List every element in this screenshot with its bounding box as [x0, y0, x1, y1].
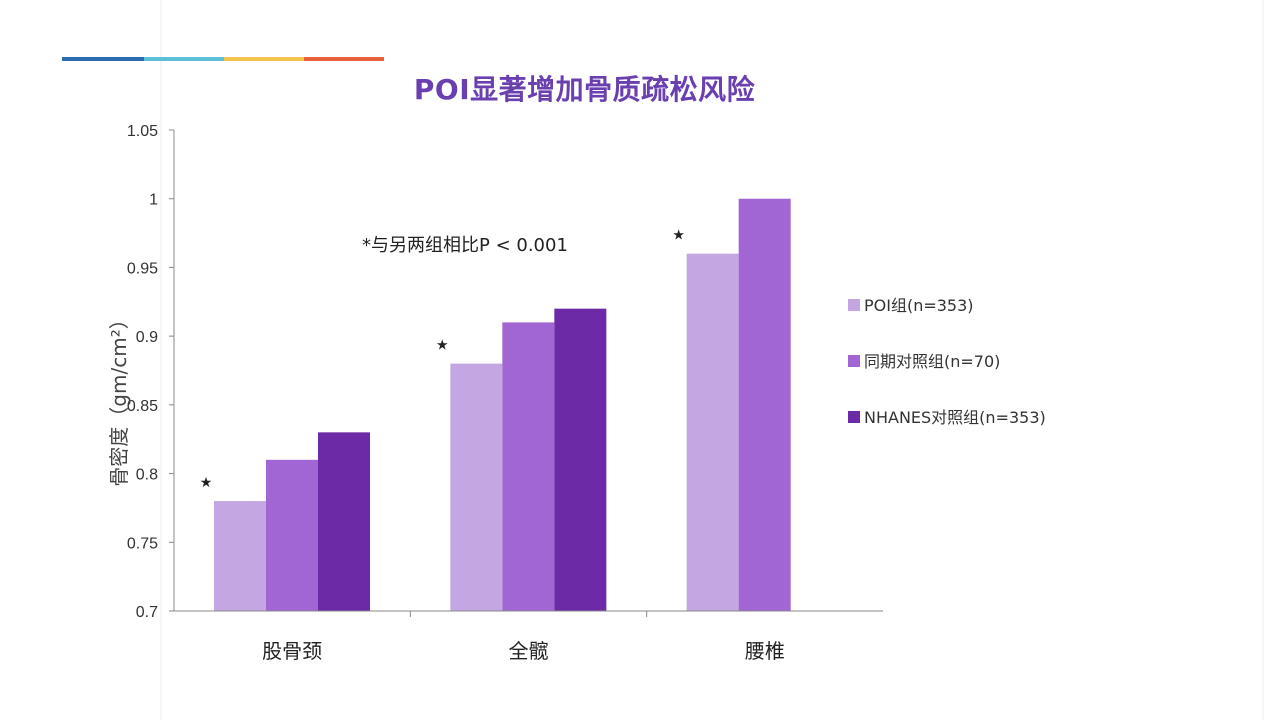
y-tick-label: 1.05 — [127, 123, 158, 140]
significance-star: ★ — [436, 338, 449, 354]
chart-title: POI显著增加骨质疏松风险 — [413, 73, 756, 106]
legend-swatch — [848, 411, 860, 423]
y-tick-label: 0.8 — [136, 467, 158, 484]
y-axis-ticks: 0.7 0.75 0.8 0.85 0.9 0.95 1 1.05 — [127, 123, 174, 621]
accent-segment-blue — [62, 57, 144, 61]
legend-label: NHANES对照组(n=353) — [864, 408, 1046, 427]
x-axis-categories: 股骨颈 全髋 腰椎 — [262, 611, 785, 663]
x-category-label: 腰椎 — [745, 639, 785, 663]
legend-swatch — [848, 299, 860, 311]
x-category-label: 股骨颈 — [262, 639, 322, 663]
header-accent-bar — [62, 57, 384, 61]
accent-segment-cyan — [144, 57, 224, 61]
significance-note: *与另两组相比P < 0.001 — [362, 235, 568, 256]
significance-star: ★ — [672, 228, 685, 244]
bar — [554, 308, 607, 611]
y-tick-label: 0.75 — [127, 535, 158, 552]
y-axis-label: 骨密度（gm/cm²） — [107, 309, 131, 486]
legend-label: POI组(n=353) — [864, 296, 974, 315]
y-tick-label: 0.7 — [136, 604, 158, 621]
bar — [450, 363, 503, 611]
significance-stars: ★ ★ ★ — [200, 228, 685, 491]
accent-segment-yellow — [224, 57, 304, 61]
y-tick-label: 0.85 — [127, 398, 158, 415]
background-stripe — [160, 0, 162, 720]
background-stripe — [1262, 0, 1264, 720]
y-tick-label: 0.95 — [127, 260, 158, 277]
legend-label: 同期对照组(n=70) — [864, 352, 1000, 371]
legend: POI组(n=353) 同期对照组(n=70) NHANES对照组(n=353) — [848, 296, 1046, 427]
y-tick-label: 0.9 — [136, 329, 158, 346]
bar — [738, 198, 791, 611]
legend-swatch — [848, 355, 860, 367]
bar — [686, 253, 739, 611]
bar — [214, 501, 266, 611]
bar — [266, 459, 318, 611]
x-category-label: 全髋 — [509, 639, 549, 663]
y-tick-label: 1 — [149, 192, 158, 209]
bars — [214, 198, 791, 611]
accent-segment-orange — [304, 57, 384, 61]
significance-star: ★ — [200, 475, 213, 491]
bar — [502, 322, 555, 611]
bar — [318, 432, 370, 611]
